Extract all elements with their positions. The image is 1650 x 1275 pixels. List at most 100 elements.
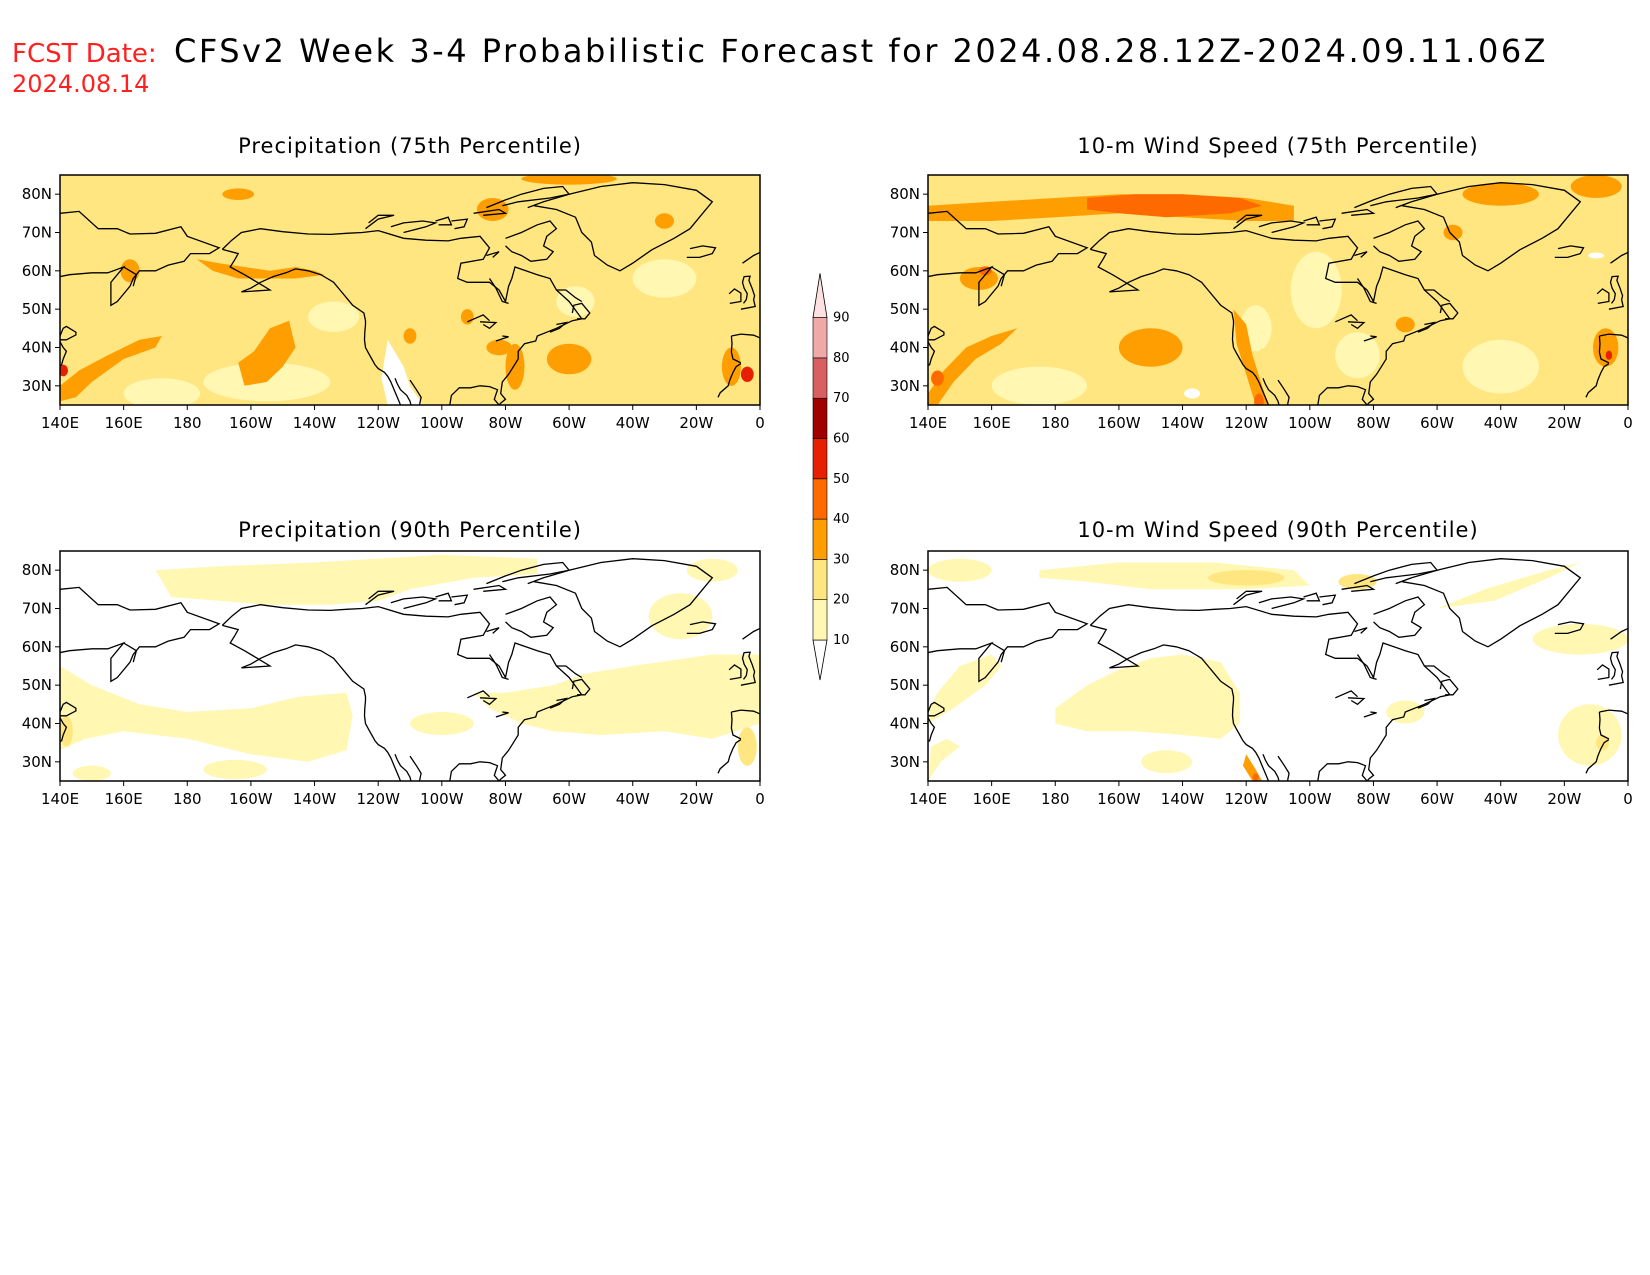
coastline-novaScotia (549, 321, 569, 333)
fcst-date-value: 2024.08.14 (12, 70, 149, 98)
forecast-region (740, 366, 754, 382)
colorbar-label: 20 (833, 593, 850, 608)
coastline-newfoundland (1439, 678, 1459, 696)
y-tick-label: 80N (22, 185, 52, 203)
forecast-region (60, 666, 353, 762)
forecast-region (505, 343, 525, 390)
forecast-region (632, 259, 697, 298)
coastline-britain (1608, 275, 1624, 310)
x-tick-label: 80W (1356, 790, 1390, 808)
coastline-baja (1262, 377, 1280, 405)
y-tick-label: 60N (22, 638, 52, 656)
x-tick-label: 160W (229, 414, 273, 432)
coastline-northAmerica (1089, 604, 1451, 781)
y-tick-label: 30N (22, 753, 52, 771)
forecast-region (1462, 182, 1539, 206)
wind-75-axis-ticks: 140E 160E 180 160W 140W 120W 100W 80W 60W 40W 20W 0… (890, 185, 1633, 432)
forecast-region (931, 370, 944, 386)
colorbar-label: 50 (833, 472, 850, 487)
forecast-region (1570, 175, 1622, 198)
x-tick-label: 180 (1041, 790, 1070, 808)
x-tick-label: 80W (1356, 414, 1390, 432)
colorbar-bin (812, 273, 828, 319)
panel-precip-75: Precipitation (75th Percentile) 140E 160E… (22, 134, 765, 432)
y-tick-label: 80N (890, 561, 920, 579)
coastline-somerset (451, 594, 469, 606)
coastline-erie (1363, 711, 1377, 718)
coastline-pwales (1303, 592, 1321, 602)
x-tick-label: 40W (1484, 414, 1518, 432)
x-tick-label: 160W (1097, 414, 1141, 432)
coastline-superior (1335, 690, 1358, 699)
coastline-banks (1233, 590, 1263, 606)
colorbar-bin (812, 317, 828, 359)
coastline-baja (394, 377, 412, 405)
forecast-region (1118, 328, 1183, 367)
forecast-region (655, 213, 674, 229)
forecast-region (1395, 316, 1415, 333)
x-tick-label: 160E (973, 414, 1011, 432)
forecast-region (308, 301, 360, 333)
forecast-region (1055, 654, 1240, 739)
coastline-iberia (731, 333, 760, 339)
coastline-iberiaWest (1598, 711, 1610, 740)
coastline-africa (1585, 739, 1610, 774)
forecast-region (1208, 570, 1285, 586)
y-tick-label: 60N (890, 638, 920, 656)
map-frame (59, 174, 761, 406)
forecast-region (1605, 350, 1613, 360)
coastline-ellesmere (486, 185, 571, 209)
coastline-asia (60, 210, 221, 307)
coastline-greatLakes (1347, 697, 1366, 706)
coastline-erie (495, 711, 509, 718)
coastline-iberia (731, 709, 760, 715)
x-tick-label: 140W (293, 790, 337, 808)
forecast-region (1087, 194, 1263, 218)
coastline-iberiaWest (730, 335, 742, 364)
forecast-region (521, 175, 617, 185)
panel-title: Precipitation (90th Percentile) (238, 518, 582, 542)
x-tick-label: 140W (293, 414, 337, 432)
coastline-victoria (1258, 596, 1306, 610)
coastline-asia (928, 586, 1089, 683)
y-tick-label: 50N (22, 676, 52, 694)
x-tick-label: 100W (420, 414, 464, 432)
panel-title: Precipitation (75th Percentile) (238, 134, 582, 158)
coastline-africa (717, 739, 742, 774)
below-threshold-region (1588, 252, 1605, 259)
forecast-region (648, 593, 713, 640)
x-tick-label: 60W (552, 790, 586, 808)
coastline-japan (928, 341, 936, 383)
coastline-victoria (390, 220, 438, 234)
coastline-pwales (435, 592, 453, 602)
coastline-baffin (505, 596, 558, 638)
forecast-region (60, 336, 162, 402)
coastline-japan (60, 717, 68, 759)
coastline-southampton (1354, 251, 1368, 258)
coastline-africa (717, 363, 742, 398)
forecast-region (556, 286, 595, 317)
coastline-ellesmere (1354, 185, 1439, 209)
coastline-southampton (486, 251, 500, 258)
coastline-novaScotia (1417, 321, 1437, 333)
coastline-iceland (1554, 621, 1585, 635)
x-tick-label: 80W (488, 790, 522, 808)
coastline-newfoundland (1439, 302, 1459, 320)
coastline-hokkaido (60, 701, 77, 717)
forecast-region (196, 259, 325, 279)
y-tick-label: 60N (890, 262, 920, 280)
y-tick-label: 50N (890, 676, 920, 694)
coastline-baffin (505, 220, 558, 262)
coastline-victoria (1258, 220, 1306, 234)
coastline-asia (60, 586, 221, 683)
coastline-britain (740, 275, 756, 310)
y-tick-label: 70N (22, 600, 52, 618)
coastline-hudsonInner (1356, 278, 1377, 305)
coastline-greatLakes (1347, 321, 1366, 330)
y-tick-label: 80N (22, 561, 52, 579)
coastline-northAmerica (221, 604, 583, 781)
x-tick-label: 0 (755, 414, 765, 432)
x-tick-label: 140E (909, 414, 947, 432)
x-tick-label: 160E (105, 790, 143, 808)
